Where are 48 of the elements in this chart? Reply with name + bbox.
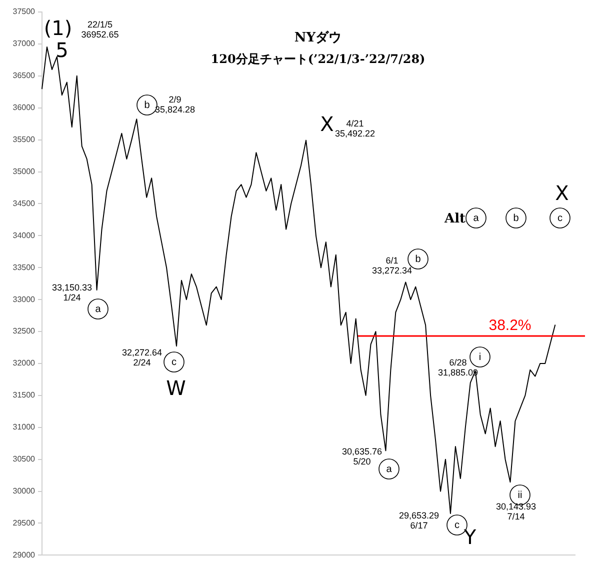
annotation: 2/9 35,824.28	[154, 94, 196, 114]
y-tick-label: 35500	[12, 135, 36, 144]
annotation: X	[555, 181, 570, 206]
annotation: 32,272.64 2/24	[122, 347, 162, 368]
annotation: 33,150.33 1/24	[52, 282, 92, 302]
y-tick-label: 31500	[12, 390, 36, 400]
y-tick-label: 37000	[12, 39, 36, 48]
annotation: a	[386, 464, 392, 475]
annotation: (1)	[44, 16, 72, 40]
y-tick-label: 33000	[12, 294, 36, 304]
y-tick-label: 36500	[12, 71, 36, 80]
y-tick-label: 37500	[12, 7, 36, 16]
y-tick-label: 36000	[12, 103, 36, 112]
annotation: a	[95, 304, 102, 315]
annotation: 38.2%	[488, 317, 532, 334]
y-tick-label: 34000	[12, 230, 36, 240]
y-tick-label: 29500	[12, 518, 36, 528]
annotation: 5	[56, 38, 68, 62]
y-tick-label: 35000	[12, 166, 36, 176]
text: 120分足チャート(’22/1/3-’22/7/28)	[210, 52, 426, 66]
annotation: 6/1 33,272.34	[372, 255, 412, 276]
y-tick-label: 30000	[12, 486, 36, 496]
annotation: Alt	[443, 211, 466, 226]
annotation: 22/1/5 36952.65	[81, 19, 119, 40]
annotation: 29,653.29 6/17	[398, 510, 440, 530]
annotation: b	[415, 254, 422, 265]
annotation: ii	[518, 490, 522, 501]
annotation: 30,143.93 7/14	[496, 501, 536, 522]
annotation: b	[144, 100, 150, 111]
y-tick-label: 32500	[12, 326, 36, 336]
y-tick-label: 30500	[12, 454, 36, 464]
annotation: b	[513, 212, 520, 224]
annotation: Y	[462, 525, 477, 550]
annotation: c	[454, 520, 460, 531]
annotation: 30,635.76 5/20	[342, 446, 382, 466]
text: NYダウ	[294, 30, 342, 46]
y-tick-label: 34500	[12, 198, 36, 208]
y-tick-label: 32000	[12, 358, 36, 368]
y-tick-label: 29000	[12, 550, 36, 560]
annotation: c	[558, 212, 562, 224]
annotation: W	[166, 376, 186, 400]
annotation: a	[473, 212, 480, 224]
y-tick-label: 33500	[12, 262, 36, 272]
y-tick-label: 31000	[12, 422, 36, 432]
annotation: X	[320, 112, 334, 136]
annotation: i	[478, 352, 482, 363]
annotation: 4/21 35,492.22	[334, 118, 376, 138]
annotation: c	[172, 356, 176, 368]
